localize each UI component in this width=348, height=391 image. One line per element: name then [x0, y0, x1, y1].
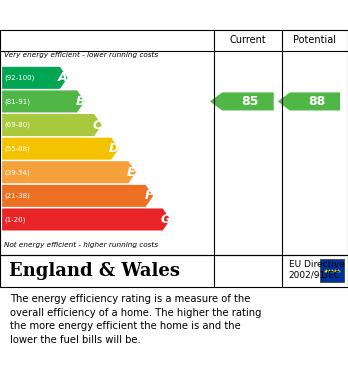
Text: England & Wales: England & Wales [9, 262, 180, 280]
Polygon shape [2, 67, 68, 89]
Polygon shape [2, 138, 119, 160]
Text: Very energy efficient - lower running costs: Very energy efficient - lower running co… [4, 52, 158, 58]
Text: F: F [144, 189, 153, 203]
Text: (39-54): (39-54) [4, 169, 30, 176]
Text: B: B [76, 95, 85, 108]
Text: EU Directive
2002/91/EC: EU Directive 2002/91/EC [289, 260, 345, 280]
Text: Not energy efficient - higher running costs: Not energy efficient - higher running co… [4, 242, 158, 248]
Text: E: E [127, 166, 136, 179]
Text: 88: 88 [308, 95, 325, 108]
Text: D: D [109, 142, 120, 155]
Text: C: C [93, 118, 102, 131]
Text: (81-91): (81-91) [4, 98, 30, 105]
Text: 85: 85 [241, 95, 259, 108]
Text: (55-68): (55-68) [4, 145, 30, 152]
Text: (92-100): (92-100) [4, 75, 34, 81]
Text: Potential: Potential [293, 36, 337, 45]
Polygon shape [278, 92, 340, 111]
Text: (1-20): (1-20) [4, 216, 25, 223]
Polygon shape [2, 114, 102, 136]
Polygon shape [2, 208, 170, 230]
Text: G: G [160, 213, 171, 226]
Text: (69-80): (69-80) [4, 122, 30, 128]
Polygon shape [2, 185, 153, 207]
Text: Energy Efficiency Rating: Energy Efficiency Rating [9, 7, 219, 22]
Bar [320, 259, 344, 282]
Text: (21-38): (21-38) [4, 193, 30, 199]
Text: A: A [58, 71, 68, 84]
Polygon shape [2, 90, 85, 113]
Text: Current: Current [230, 36, 266, 45]
Polygon shape [2, 161, 136, 183]
Polygon shape [210, 92, 274, 111]
Text: The energy efficiency rating is a measure of the
overall efficiency of a home. T: The energy efficiency rating is a measur… [10, 294, 262, 345]
